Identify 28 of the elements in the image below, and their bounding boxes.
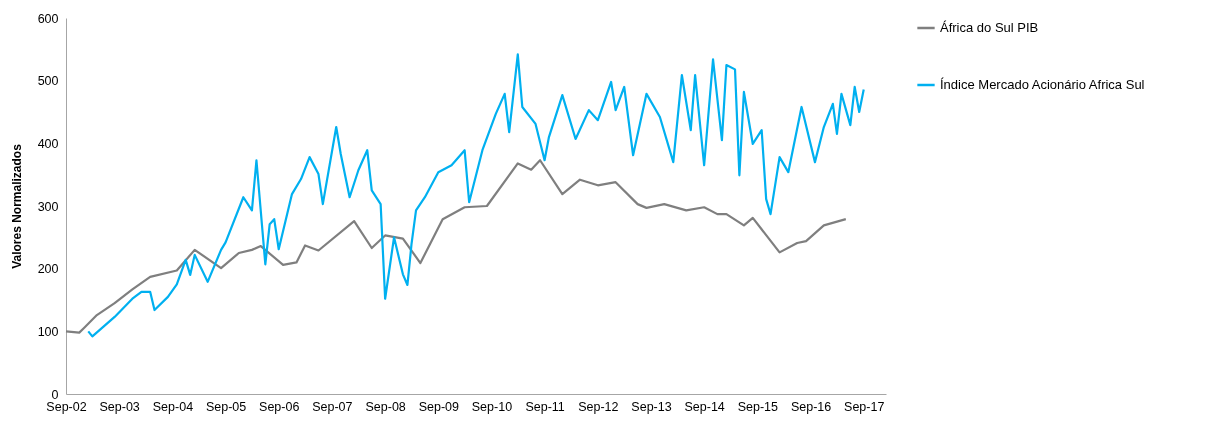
- y-tick-label: 100: [37, 324, 59, 339]
- y-tick-label: 300: [37, 199, 59, 214]
- x-tick-label: Sep-17: [844, 399, 885, 414]
- x-tick-label: Sep-14: [684, 399, 725, 414]
- x-tick-label: Sep-05: [205, 399, 247, 414]
- x-tick-label: Sep-04: [152, 399, 194, 414]
- y-tick-label: 600: [37, 11, 59, 26]
- y-tick-label: 400: [37, 136, 59, 151]
- y-axis-title: Valores Normalizados: [9, 143, 24, 269]
- legend-label: África do Sul PIB: [940, 20, 1039, 35]
- x-tick-label: Sep-15: [737, 399, 778, 414]
- line-series: [87, 53, 865, 338]
- x-tick-label: Sep-10: [471, 399, 513, 414]
- x-tick-label: Sep-11: [525, 399, 565, 414]
- x-tick-label: Sep-07: [312, 399, 353, 414]
- x-tick-label: Sep-08: [365, 399, 406, 414]
- line-series: [64, 159, 847, 334]
- legend-label: Índice Mercado Acionário Africa Sul: [940, 77, 1145, 92]
- x-tick-label: Sep-12: [578, 399, 619, 414]
- y-tick-label: 200: [37, 262, 59, 277]
- y-tick-label: 500: [37, 74, 59, 89]
- x-tick-label: Sep-13: [631, 399, 672, 414]
- x-tick-label: Sep-06: [259, 399, 300, 414]
- y-tick-label: 0: [51, 387, 59, 402]
- x-tick-label: Sep-16: [790, 399, 832, 414]
- x-tick-label: Sep-02: [46, 399, 87, 414]
- x-tick-label: Sep-09: [418, 399, 459, 414]
- x-tick-label: Sep-03: [99, 399, 140, 414]
